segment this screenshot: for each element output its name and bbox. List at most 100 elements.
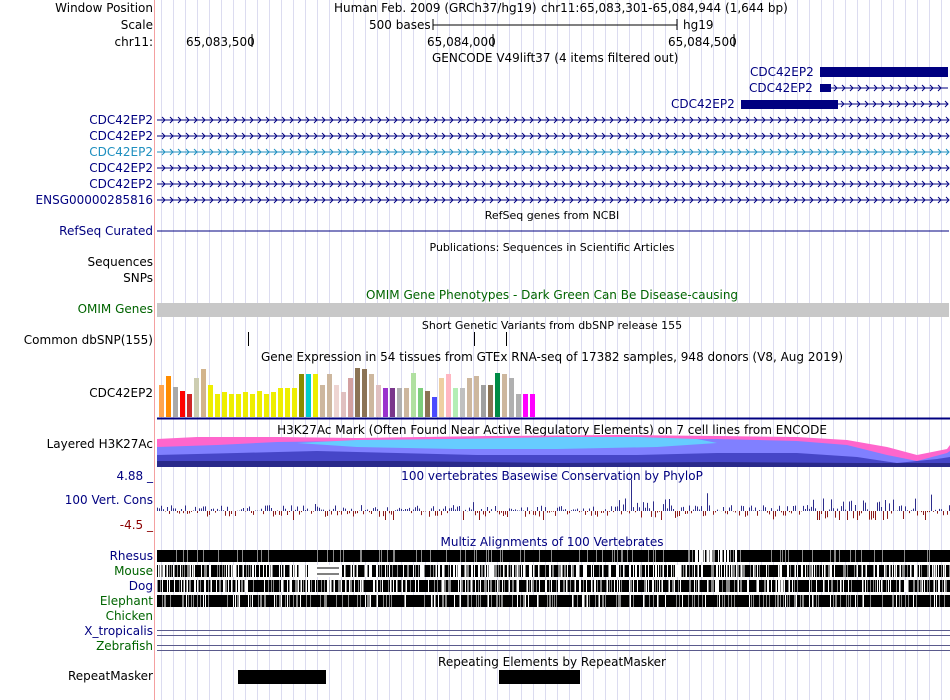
gtex-bar <box>530 394 535 417</box>
gtex-bar <box>432 397 437 417</box>
gtex-bar <box>411 373 416 417</box>
transcript-label[interactable]: CDC42EP2 <box>750 65 814 79</box>
dbsnp-label[interactable]: Common dbSNP(155) <box>23 333 153 347</box>
gtex-bar <box>327 374 332 417</box>
gtex-bar <box>222 392 227 417</box>
gtex-bar <box>397 388 402 417</box>
repeat-element[interactable] <box>499 670 580 684</box>
ruler-tick-label: 65,083,500 <box>186 35 255 49</box>
cons-max-label: 4.88 _ <box>116 469 153 483</box>
multiz-species-rhesus[interactable]: Rhesus <box>109 549 153 563</box>
assembly-title: Human Feb. 2009 (GRCh37/hg19) <box>334 1 537 15</box>
gtex-bar <box>376 385 381 417</box>
publications-title: Publications: Sequences in Scientific Ar… <box>429 241 675 254</box>
gtex-bar <box>306 374 311 417</box>
pubs-snps-label[interactable]: SNPs <box>123 271 153 285</box>
gtex-bar <box>215 394 220 417</box>
dbsnp-variants[interactable] <box>0 332 950 348</box>
chrom-label: chr11: <box>114 35 153 49</box>
gtex-bar <box>418 388 423 417</box>
gencode-stacked-label[interactable]: CDC42EP2 <box>89 129 153 143</box>
multiz-species-zebrafish[interactable]: Zebrafish <box>96 639 153 653</box>
gencode-stacked-label[interactable]: ENSG00000285816 <box>35 193 153 207</box>
gtex-bar <box>474 376 479 417</box>
h3k27ac-signal[interactable] <box>157 433 950 467</box>
transcript-label[interactable]: CDC42EP2 <box>749 81 813 95</box>
multiz-title: Multiz Alignments of 100 Vertebrates <box>440 535 664 549</box>
gtex-bar <box>516 394 521 417</box>
gtex-bar <box>250 394 255 417</box>
scale-bar <box>432 19 678 30</box>
gtex-bar <box>299 374 304 417</box>
gtex-bar <box>488 385 493 417</box>
label-separator <box>154 0 155 700</box>
gencode-stacked-label[interactable]: CDC42EP2 <box>89 161 153 175</box>
gencode-stacked-label[interactable]: CDC42EP2 <box>89 145 153 159</box>
ruler-tick-label: 65,084,500 <box>668 35 737 49</box>
gencode-stacked-label[interactable]: CDC42EP2 <box>89 177 153 191</box>
omim-feature[interactable] <box>157 303 949 317</box>
gtex-bar <box>390 388 395 417</box>
gtex-bar <box>439 378 444 417</box>
gtex-bar <box>208 385 213 417</box>
multiz-alignments[interactable] <box>157 549 950 653</box>
gtex-bar <box>292 388 297 417</box>
gtex-bar <box>495 373 500 417</box>
repeat-element[interactable] <box>238 670 326 684</box>
gtex-bars[interactable] <box>157 365 950 420</box>
ruler-tick-label: 65,084,000 <box>427 35 496 49</box>
gtex-label[interactable]: CDC42EP2 <box>89 386 153 400</box>
multiz-species-dog[interactable]: Dog <box>128 579 153 593</box>
multiz-species-chicken[interactable]: Chicken <box>105 609 153 623</box>
gtex-bar <box>446 374 451 417</box>
h3k27ac-label[interactable]: Layered H3K27Ac <box>46 437 153 451</box>
cons-signal[interactable] <box>157 479 950 523</box>
gtex-bar <box>481 385 486 417</box>
scale-db: hg19 <box>683 18 714 32</box>
refseq-line[interactable] <box>157 230 950 232</box>
scale-value: 500 bases <box>369 18 431 32</box>
gtex-bar <box>187 394 192 417</box>
cons-min-label: -4.5 _ <box>119 518 153 532</box>
gtex-bar <box>180 391 185 417</box>
gtex-bar <box>509 378 514 417</box>
gtex-bar <box>236 394 241 417</box>
refseq-title: RefSeq genes from NCBI <box>484 209 620 222</box>
gtex-bar <box>159 385 164 417</box>
ruler-ticks <box>251 34 735 47</box>
gtex-bar <box>264 394 269 417</box>
gtex-bar <box>334 385 339 417</box>
position-readout[interactable]: chr11:65,083,301-65,084,944 (1,644 bp) <box>541 1 788 15</box>
transcript-label[interactable]: CDC42EP2 <box>671 97 735 111</box>
gencode-stacked-label[interactable]: CDC42EP2 <box>89 113 153 127</box>
gtex-title: Gene Expression in 54 tissues from GTEx … <box>260 350 844 364</box>
gtex-bar <box>369 374 374 417</box>
gencode-transcript-features[interactable] <box>0 0 950 210</box>
gtex-bar <box>523 394 528 417</box>
pubs-sequences-label[interactable]: Sequences <box>87 255 153 269</box>
h3k27ac-title: H3K27Ac Mark (Often Found Near Active Re… <box>277 423 827 437</box>
gtex-bar <box>362 369 367 417</box>
gtex-bar <box>467 378 472 417</box>
gtex-bar <box>243 392 248 417</box>
gtex-bar <box>278 388 283 417</box>
exon-block <box>820 67 948 77</box>
dbsnp-title: Short Genetic Variants from dbSNP releas… <box>421 319 683 332</box>
repeatmasker-title: Repeating Elements by RepeatMasker <box>438 655 666 669</box>
cons-label[interactable]: 100 Vert. Cons <box>64 493 153 507</box>
omim-label[interactable]: OMIM Genes <box>77 302 153 316</box>
gtex-bar <box>271 392 276 417</box>
multiz-species-xtropicalis[interactable]: X_tropicalis <box>84 624 153 638</box>
multiz-species-mouse[interactable]: Mouse <box>114 564 153 578</box>
gtex-bar <box>194 378 199 417</box>
exon-block <box>820 84 831 92</box>
gtex-bar <box>341 392 346 417</box>
scale-label: Scale <box>120 18 153 32</box>
gtex-bar <box>355 368 360 417</box>
refseq-label[interactable]: RefSeq Curated <box>59 224 153 238</box>
multiz-species-elephant[interactable]: Elephant <box>99 594 153 608</box>
gtex-bar <box>348 378 353 417</box>
repeatmasker-label[interactable]: RepeatMasker <box>67 669 153 683</box>
cons-title: 100 vertebrates Basewise Conservation by… <box>401 469 703 483</box>
gtex-bar <box>453 388 458 417</box>
